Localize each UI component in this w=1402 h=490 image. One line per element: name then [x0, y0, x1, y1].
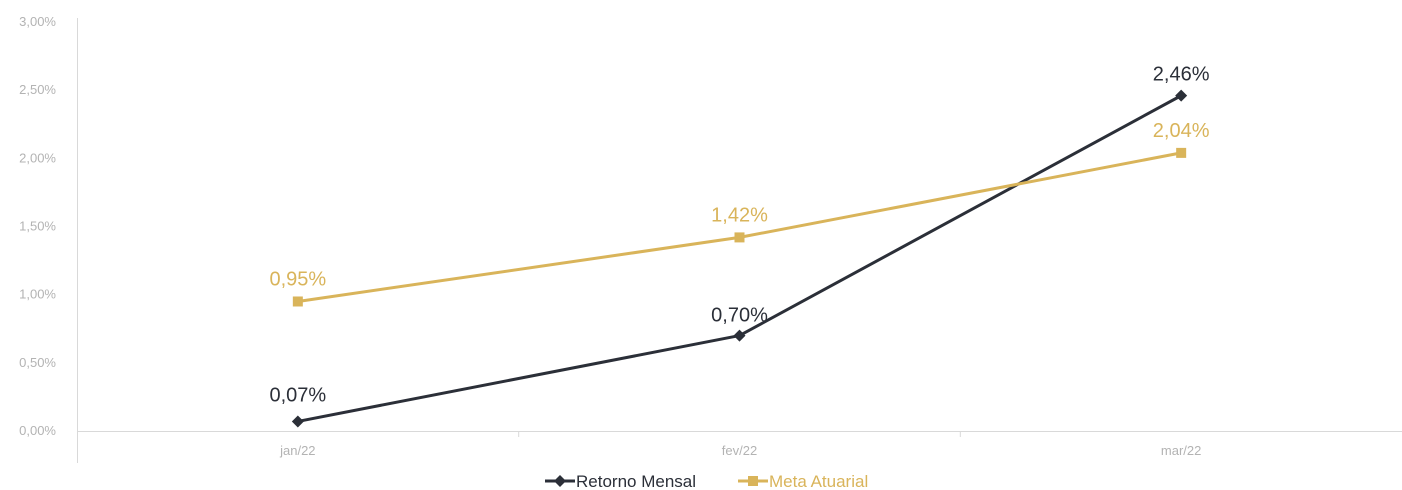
legend-label: Meta Atuarial — [769, 472, 868, 490]
data-point — [1176, 147, 1187, 158]
data-point — [734, 232, 745, 243]
y-tick-label: 1,00% — [19, 287, 56, 302]
x-tick-label: jan/22 — [279, 443, 315, 458]
data-label: 0,07% — [269, 384, 326, 406]
data-point — [1175, 89, 1188, 102]
data-point — [292, 296, 303, 307]
data-label: 1,42% — [711, 204, 768, 226]
x-tick-label: fev/22 — [722, 443, 757, 458]
data-label: 0,95% — [269, 268, 326, 290]
y-tick-label: 2,50% — [19, 82, 56, 97]
legend-label: Retorno Mensal — [576, 472, 696, 490]
y-tick-label: 1,50% — [19, 219, 56, 234]
data-label: 0,70% — [711, 305, 768, 327]
y-tick-label: 2,00% — [19, 150, 56, 165]
data-label: 2,04% — [1153, 120, 1210, 142]
data-label: 2,46% — [1153, 64, 1210, 86]
legend-marker — [554, 475, 566, 487]
data-point — [733, 329, 746, 342]
series-line-1 — [297, 151, 1182, 303]
legend-marker — [748, 476, 758, 486]
data-point — [291, 415, 304, 428]
y-tick-label: 3,00% — [19, 14, 56, 29]
y-tick-label: 0,00% — [19, 423, 56, 438]
y-tick-label: 0,50% — [19, 355, 56, 370]
x-tick-label: mar/22 — [1161, 443, 1201, 458]
series-line-0 — [297, 94, 1182, 423]
